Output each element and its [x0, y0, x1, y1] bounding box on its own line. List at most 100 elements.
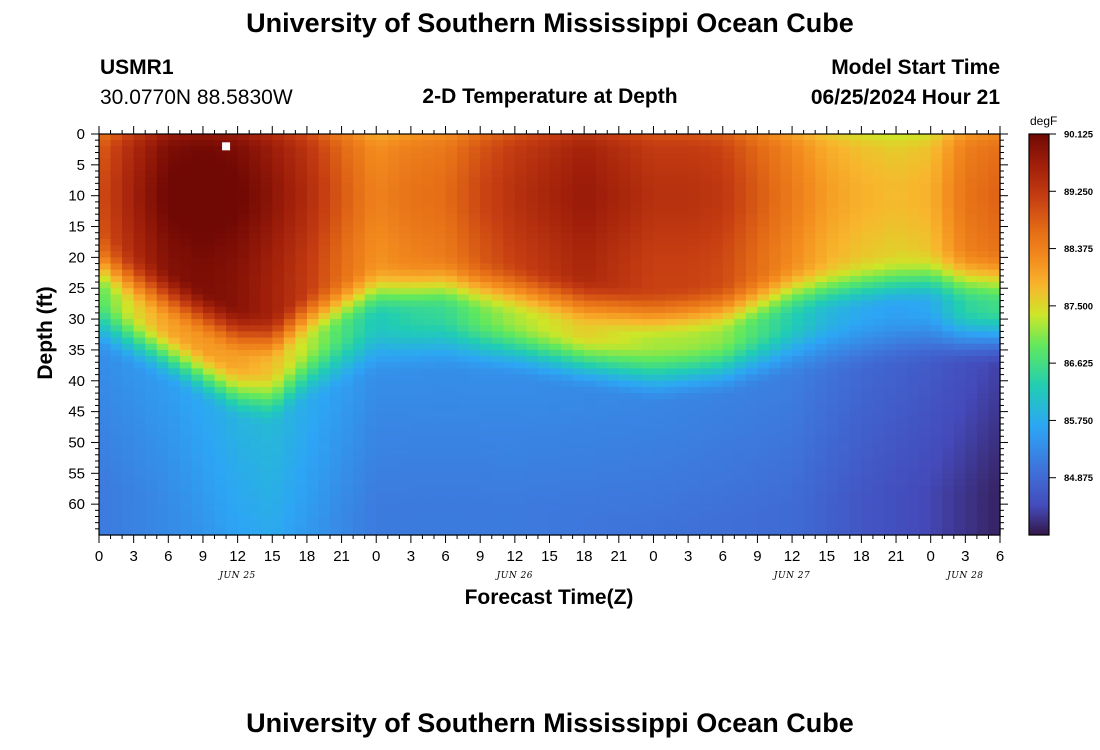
heatmap-cell: [930, 325, 943, 333]
heatmap-cell: [145, 423, 158, 431]
heatmap-cell: [145, 349, 158, 357]
heatmap-cell: [399, 504, 412, 511]
heatmap-cell: [653, 368, 666, 376]
heatmap-cell: [353, 504, 366, 511]
heatmap-cell: [399, 368, 412, 376]
heatmap-cell: [122, 208, 135, 215]
heatmap-cell: [826, 343, 839, 351]
heatmap-cell: [896, 460, 909, 468]
heatmap-cell: [630, 485, 643, 493]
heatmap-cell: [768, 454, 782, 462]
heatmap-cell: [734, 522, 747, 530]
heatmap-cell: [780, 467, 793, 474]
heatmap-cell: [341, 263, 354, 271]
heatmap-cell: [676, 288, 689, 295]
heatmap-cell: [503, 331, 516, 339]
heatmap-cell: [861, 405, 874, 413]
heatmap-cell: [260, 368, 273, 376]
heatmap-cell: [526, 349, 539, 357]
heatmap-cell: [133, 504, 146, 511]
heatmap-cell: [768, 238, 782, 246]
heatmap-cell: [849, 269, 862, 277]
heatmap-cell: [122, 349, 135, 357]
heatmap-cell: [919, 516, 932, 524]
heatmap-cell: [872, 300, 886, 308]
heatmap-cell: [422, 195, 435, 203]
heatmap-cell: [122, 479, 135, 487]
heatmap-cell: [561, 195, 574, 203]
heatmap-cell: [237, 460, 250, 468]
heatmap-cell: [145, 362, 158, 370]
heatmap-cell: [480, 467, 493, 474]
heatmap-cell: [283, 171, 296, 178]
heatmap-cell: [145, 294, 158, 302]
heatmap-cell: [226, 183, 239, 191]
heatmap-cell: [896, 152, 909, 160]
heatmap-cell: [780, 140, 793, 147]
heatmap-cell: [861, 479, 874, 487]
heatmap-cell: [445, 146, 458, 154]
heatmap-cell: [757, 282, 770, 289]
heatmap-cell: [295, 467, 308, 474]
heatmap-cell: [110, 337, 123, 345]
heatmap-cell: [803, 448, 816, 456]
heatmap-cell: [133, 300, 146, 308]
heatmap-cell: [653, 411, 666, 419]
heatmap-cell: [145, 516, 158, 524]
heatmap-cell: [584, 368, 597, 376]
heatmap-cell: [872, 208, 886, 215]
heatmap-cell: [792, 510, 805, 518]
heatmap-cell: [826, 245, 839, 252]
heatmap-cell: [584, 417, 597, 425]
heatmap-cell: [688, 454, 701, 462]
heatmap-cell: [618, 164, 631, 172]
heatmap-cell: [364, 306, 377, 314]
heatmap-cell: [399, 497, 412, 505]
heatmap-cell: [387, 386, 400, 394]
heatmap-cell: [572, 201, 585, 209]
heatmap-cell: [561, 275, 574, 283]
heatmap-cell: [422, 393, 435, 400]
heatmap-cell: [572, 460, 585, 468]
heatmap-cell: [260, 214, 273, 221]
heatmap-cell: [768, 423, 782, 431]
heatmap-cell: [503, 257, 516, 265]
heatmap-cell: [110, 331, 123, 339]
heatmap-cell: [122, 386, 135, 394]
heatmap-cell: [145, 312, 158, 320]
heatmap-cell: [930, 337, 943, 345]
heatmap-cell: [896, 208, 909, 215]
heatmap-cell: [734, 337, 747, 345]
heatmap-cell: [757, 134, 770, 141]
heatmap-cell: [815, 300, 828, 308]
heatmap-cell: [480, 208, 493, 215]
heatmap-cell: [618, 263, 631, 271]
heatmap-cell: [745, 288, 759, 295]
heatmap-cell: [330, 152, 343, 160]
heatmap-cell: [376, 442, 389, 450]
heatmap-cell: [445, 300, 458, 308]
heatmap-cell: [665, 214, 678, 221]
heatmap-cell: [226, 269, 239, 277]
heatmap-cell: [214, 282, 227, 289]
heatmap-cell: [688, 442, 701, 450]
heatmap-cell: [410, 312, 424, 320]
heatmap-cell: [688, 516, 701, 524]
heatmap-cell: [503, 183, 516, 191]
heatmap-cell: [537, 460, 551, 468]
heatmap-cell: [433, 158, 447, 166]
heatmap-cell: [260, 405, 273, 413]
heatmap-cell: [745, 251, 759, 258]
heatmap-cell: [191, 134, 204, 141]
heatmap-cell: [572, 306, 585, 314]
heatmap-cell: [953, 177, 966, 184]
heatmap-cell: [364, 454, 377, 462]
heatmap-cell: [260, 319, 273, 326]
heatmap-cell: [376, 430, 389, 437]
heatmap-cell: [260, 226, 273, 234]
heatmap-cell: [249, 232, 262, 240]
heatmap-cell: [965, 214, 978, 221]
heatmap-cell: [734, 220, 747, 228]
heatmap-cell: [202, 528, 216, 536]
